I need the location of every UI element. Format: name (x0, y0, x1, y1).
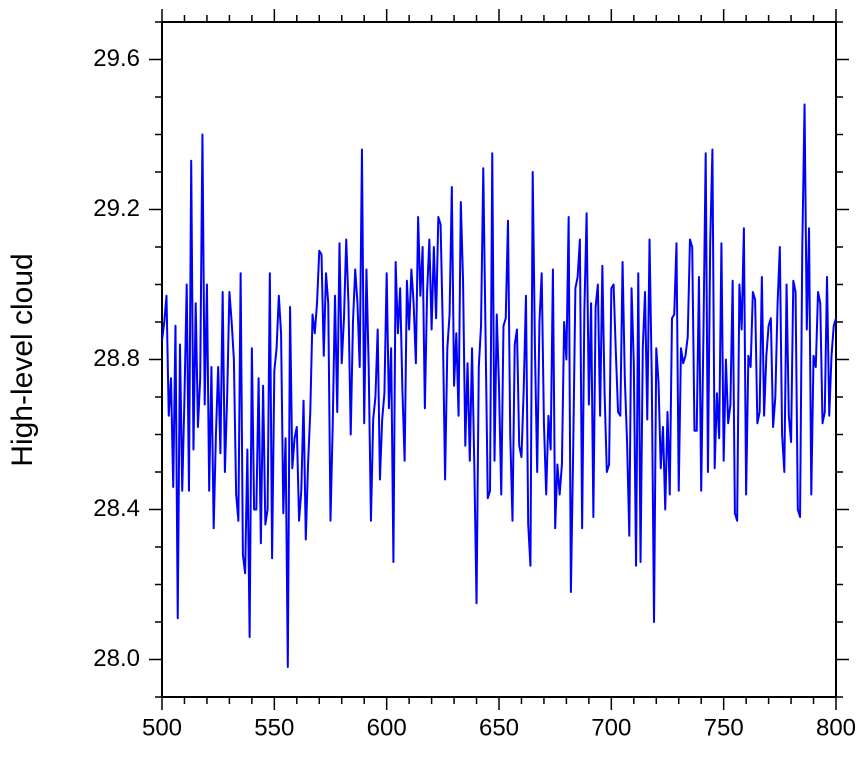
y-tick-label: 29.6 (93, 45, 140, 72)
x-tick-label: 650 (479, 714, 519, 741)
y-axis-label: High-level cloud (6, 253, 39, 466)
data-line (161, 103, 837, 668)
x-tick-label: 700 (591, 714, 631, 741)
x-tick-label: 600 (367, 714, 407, 741)
x-tick-label: 500 (142, 714, 182, 741)
y-tick-label: 29.2 (93, 195, 140, 222)
y-tick-label: 28.8 (93, 345, 140, 372)
y-tick-label: 28.4 (93, 495, 140, 522)
x-tick-label: 800 (816, 714, 856, 741)
y-tick-label: 28.0 (93, 645, 140, 672)
x-tick-label: 750 (704, 714, 744, 741)
x-tick-label: 550 (254, 714, 294, 741)
